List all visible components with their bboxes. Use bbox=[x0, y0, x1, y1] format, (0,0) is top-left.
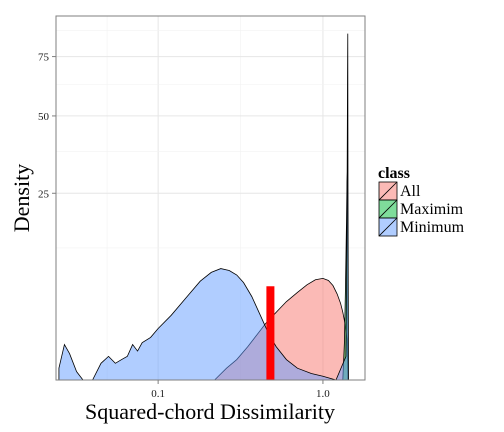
legend-key-minimum bbox=[378, 217, 398, 237]
legend-key-all bbox=[378, 181, 398, 201]
x-axis-title: Squared-chord Dissimilarity bbox=[85, 399, 335, 424]
legend-label-minimum: Minimum bbox=[400, 219, 465, 236]
x-tick-label-0: 0.1 bbox=[151, 388, 165, 400]
x-tick-label-1: 1.0 bbox=[316, 388, 330, 400]
legend-label-maximim: Maximim bbox=[400, 201, 464, 218]
legend-key-maximim bbox=[378, 199, 398, 219]
annotation-marker-0 bbox=[266, 286, 275, 380]
density-area-minimum bbox=[58, 33, 349, 381]
annotation-layer bbox=[266, 286, 275, 380]
x-axis: 0.1 1.0 bbox=[151, 380, 330, 400]
y-tick-label-2: 75 bbox=[38, 52, 50, 64]
y-axis: 25 50 75 bbox=[38, 52, 56, 200]
grid bbox=[56, 16, 365, 380]
panel-border bbox=[55, 15, 366, 381]
y-axis-title: Density bbox=[9, 164, 34, 232]
legend-label-all: All bbox=[400, 183, 421, 200]
y-tick-label-1: 50 bbox=[38, 111, 50, 123]
density-areas bbox=[58, 33, 349, 381]
y-tick-label-0: 25 bbox=[38, 188, 50, 200]
legend-title: class bbox=[378, 165, 410, 182]
